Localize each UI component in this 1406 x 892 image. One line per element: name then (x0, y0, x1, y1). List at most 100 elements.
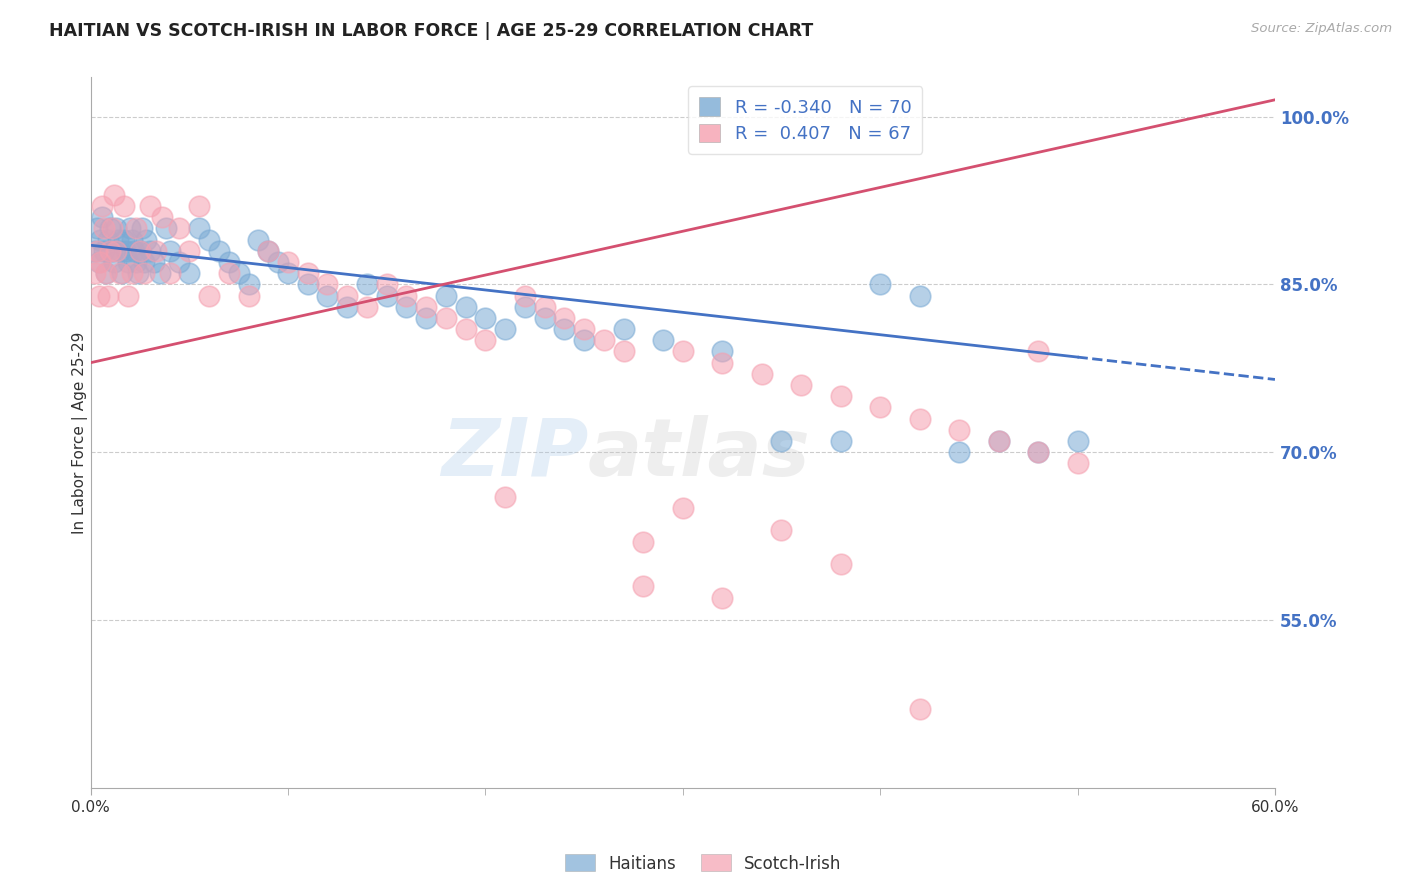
Point (238, 288, 260, 302)
Point (633, 579, 655, 593)
Point (830, 557, 852, 571)
Point (513, 300, 536, 314)
Point (454, 300, 477, 314)
Point (139, 244, 162, 258)
Point (1026, 445, 1049, 459)
Point (336, 288, 359, 302)
Point (494, 490, 516, 504)
Point (129, 244, 152, 258)
Point (132, 266, 155, 280)
Point (125, 221, 148, 235)
Point (89, 255, 111, 269)
Point (110, 244, 132, 258)
Point (356, 300, 378, 314)
Point (110, 266, 132, 280)
Point (908, 702, 931, 716)
Point (869, 401, 891, 415)
Text: Source: ZipAtlas.com: Source: ZipAtlas.com (1251, 22, 1392, 36)
Point (297, 266, 319, 280)
Point (770, 524, 793, 538)
Point (97, 288, 120, 302)
Point (633, 534, 655, 549)
Point (105, 221, 128, 235)
Point (86, 221, 108, 235)
Point (129, 244, 152, 258)
Point (96, 266, 118, 280)
Point (86, 244, 108, 258)
Point (592, 334, 614, 348)
Point (159, 244, 181, 258)
Point (238, 277, 260, 292)
Point (247, 233, 270, 247)
Point (908, 288, 931, 302)
Point (208, 244, 231, 258)
Legend: Haitians, Scotch-Irish: Haitians, Scotch-Irish (558, 847, 848, 880)
Point (316, 277, 339, 292)
Point (121, 266, 143, 280)
Point (572, 334, 595, 348)
Point (454, 322, 477, 336)
Point (395, 288, 418, 302)
Point (91, 211, 114, 225)
Point (117, 288, 139, 302)
Legend: R = -0.340   N = 70, R =  0.407   N = 67: R = -0.340 N = 70, R = 0.407 N = 67 (688, 87, 922, 154)
Point (155, 221, 177, 235)
Point (103, 255, 125, 269)
Point (198, 288, 221, 302)
Point (179, 266, 201, 280)
Point (135, 233, 157, 247)
Point (127, 266, 149, 280)
Point (533, 310, 555, 325)
Point (198, 233, 221, 247)
Point (97, 233, 120, 247)
Point (188, 221, 211, 235)
Point (120, 221, 142, 235)
Point (711, 356, 734, 370)
Text: ZIP: ZIP (440, 415, 588, 493)
Point (267, 255, 290, 269)
Point (672, 501, 695, 516)
Point (790, 378, 813, 392)
Point (553, 310, 575, 325)
Point (613, 322, 636, 336)
Point (1066, 434, 1088, 448)
Point (87, 288, 110, 302)
Point (513, 288, 536, 302)
Point (83, 266, 105, 280)
Point (132, 255, 155, 269)
Point (115, 244, 138, 258)
Point (96, 266, 118, 280)
Point (122, 244, 145, 258)
Point (89, 233, 111, 247)
Point (395, 300, 418, 314)
Point (830, 389, 852, 403)
Point (711, 591, 734, 605)
Point (316, 288, 339, 302)
Point (188, 199, 211, 213)
Point (105, 244, 128, 258)
Point (336, 300, 359, 314)
Point (112, 233, 135, 247)
Point (142, 255, 165, 269)
Point (672, 344, 695, 359)
Point (751, 367, 773, 381)
Point (149, 266, 172, 280)
Point (101, 244, 124, 258)
Point (948, 423, 970, 437)
Text: HAITIAN VS SCOTCH-IRISH IN LABOR FORCE | AGE 25-29 CORRELATION CHART: HAITIAN VS SCOTCH-IRISH IN LABOR FORCE |… (49, 22, 814, 40)
Text: atlas: atlas (588, 415, 811, 493)
Point (103, 187, 125, 202)
Point (711, 344, 734, 359)
Point (159, 266, 181, 280)
Y-axis label: In Labor Force | Age 25-29: In Labor Force | Age 25-29 (72, 332, 87, 533)
Point (987, 434, 1010, 448)
Point (83, 244, 105, 258)
Point (494, 322, 516, 336)
Point (112, 199, 135, 213)
Point (111, 266, 134, 280)
Point (257, 244, 280, 258)
Point (277, 255, 299, 269)
Point (121, 233, 143, 247)
Point (117, 255, 139, 269)
Point (375, 288, 398, 302)
